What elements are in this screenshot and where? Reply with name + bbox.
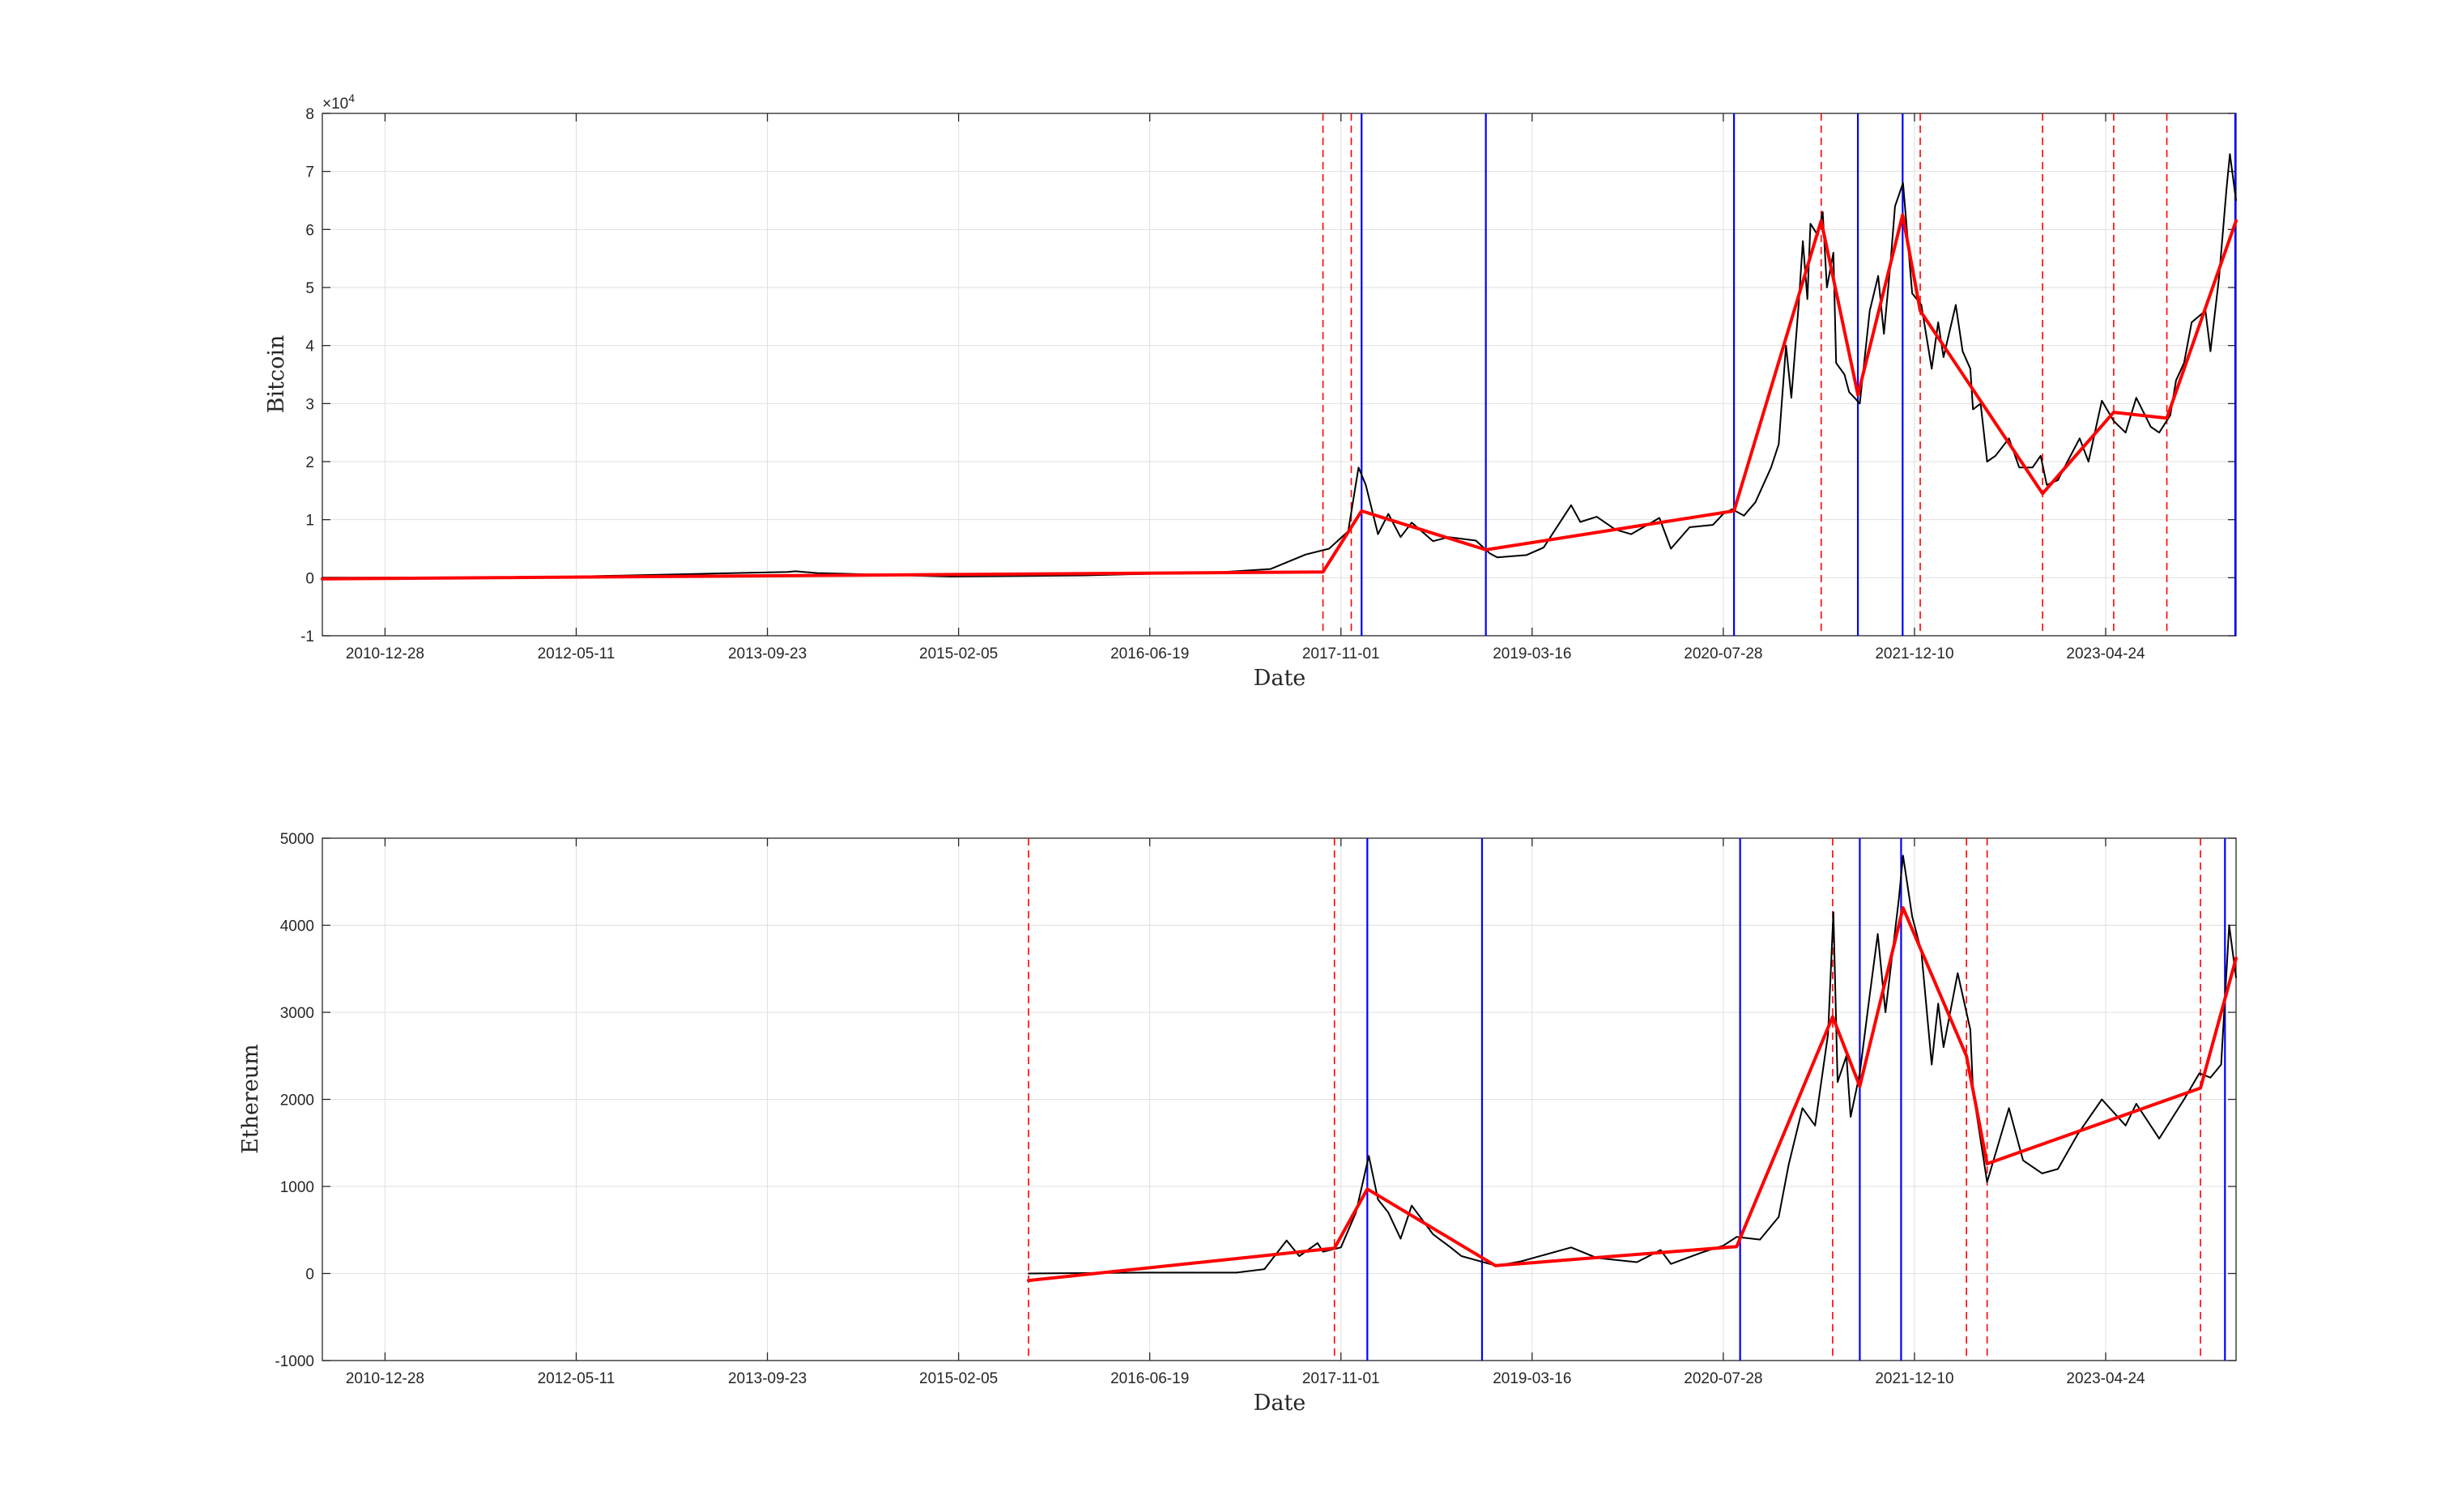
x-tick-label: 2012-05-11 xyxy=(538,1370,616,1387)
grid xyxy=(322,837,2236,1361)
y-tick-label: 2 xyxy=(305,454,314,471)
y-tick-labels: -1 0 1 2 3 4 5 6 7 8 xyxy=(300,106,314,645)
y-tick-label: 3000 xyxy=(280,1005,314,1022)
fit-series-line xyxy=(1027,906,2238,1283)
x-tick-label: 2016-06-19 xyxy=(1110,1370,1189,1387)
x-tick-label: 2019-03-16 xyxy=(1493,645,1571,662)
y-tick-label: -1 xyxy=(300,628,314,645)
grid xyxy=(322,113,2236,637)
y-tick-labels: -1000 0 1000 2000 3000 4000 5000 xyxy=(275,831,314,1370)
y-tick-label: 4000 xyxy=(280,918,314,935)
y-tick-label: 0 xyxy=(305,570,314,587)
x-tick-label: 2017-11-01 xyxy=(1302,1370,1380,1387)
y-tick-label: 1000 xyxy=(280,1179,314,1196)
x-axis-label: Date xyxy=(1254,1391,1306,1416)
x-tick-labels: 2010-12-28 2012-05-11 2013-09-23 2015-02-05… xyxy=(346,1370,2145,1387)
x-tick-label: 2015-02-05 xyxy=(919,645,998,662)
y-axis-label: Bitcoin xyxy=(264,335,289,414)
x-tick-label: 2021-12-10 xyxy=(1875,1370,1953,1387)
y-axis-label: Ethereum xyxy=(238,1044,263,1154)
y-tick-label: 2000 xyxy=(280,1092,314,1110)
x-tick-label: 2012-05-11 xyxy=(538,645,616,662)
series-lines xyxy=(1027,854,2238,1283)
x-tick-label: 2020-07-28 xyxy=(1684,645,1762,662)
x-tick-label: 2020-07-28 xyxy=(1684,1370,1762,1387)
axes-bitcoin: 2010-12-28 2012-05-11 2013-09-23 2015-02-05… xyxy=(264,92,2238,691)
x-tick-label: 2023-04-24 xyxy=(2066,645,2145,662)
x-tick-labels: 2010-12-28 2012-05-11 2013-09-23 2015-02-05… xyxy=(346,645,2145,662)
y-tick-label: -1000 xyxy=(275,1353,314,1370)
x-tick-label: 2023-04-24 xyxy=(2066,1370,2145,1387)
x-tick-label: 2010-12-28 xyxy=(346,1370,424,1387)
series-lines xyxy=(321,153,2238,581)
x-tick-label: 2010-12-28 xyxy=(346,645,424,662)
price-series-line xyxy=(1028,854,2237,1275)
x-tick-label: 2016-06-19 xyxy=(1110,645,1189,662)
axes-ethereum: 2010-12-28 2012-05-11 2013-09-23 2015-02-05… xyxy=(238,831,2238,1416)
plot-area xyxy=(322,113,2237,637)
vlines xyxy=(1028,838,2226,1361)
fit-series-line xyxy=(321,213,2238,581)
y-tick-label: 1 xyxy=(305,513,314,530)
y-tick-label: 3 xyxy=(305,396,314,413)
y-tick-label: 5 xyxy=(305,280,314,297)
x-tick-label: 2013-09-23 xyxy=(728,1370,807,1387)
y-tick-label: 8 xyxy=(305,106,314,123)
x-tick-label: 2021-12-10 xyxy=(1875,645,1953,662)
x-tick-label: 2019-03-16 xyxy=(1493,1370,1571,1387)
y-tick-label: 7 xyxy=(305,164,314,181)
y-tick-label: 5000 xyxy=(280,831,314,848)
x-tick-label: 2017-11-01 xyxy=(1302,645,1380,662)
x-tick-label: 2013-09-23 xyxy=(728,645,807,662)
y-exponent-label: ×104 xyxy=(322,92,355,113)
x-axis-label: Date xyxy=(1254,666,1306,691)
y-tick-label: 4 xyxy=(305,339,314,356)
y-tick-label: 0 xyxy=(305,1267,314,1284)
x-tick-label: 2015-02-05 xyxy=(919,1370,998,1387)
y-tick-label: 6 xyxy=(305,222,314,239)
